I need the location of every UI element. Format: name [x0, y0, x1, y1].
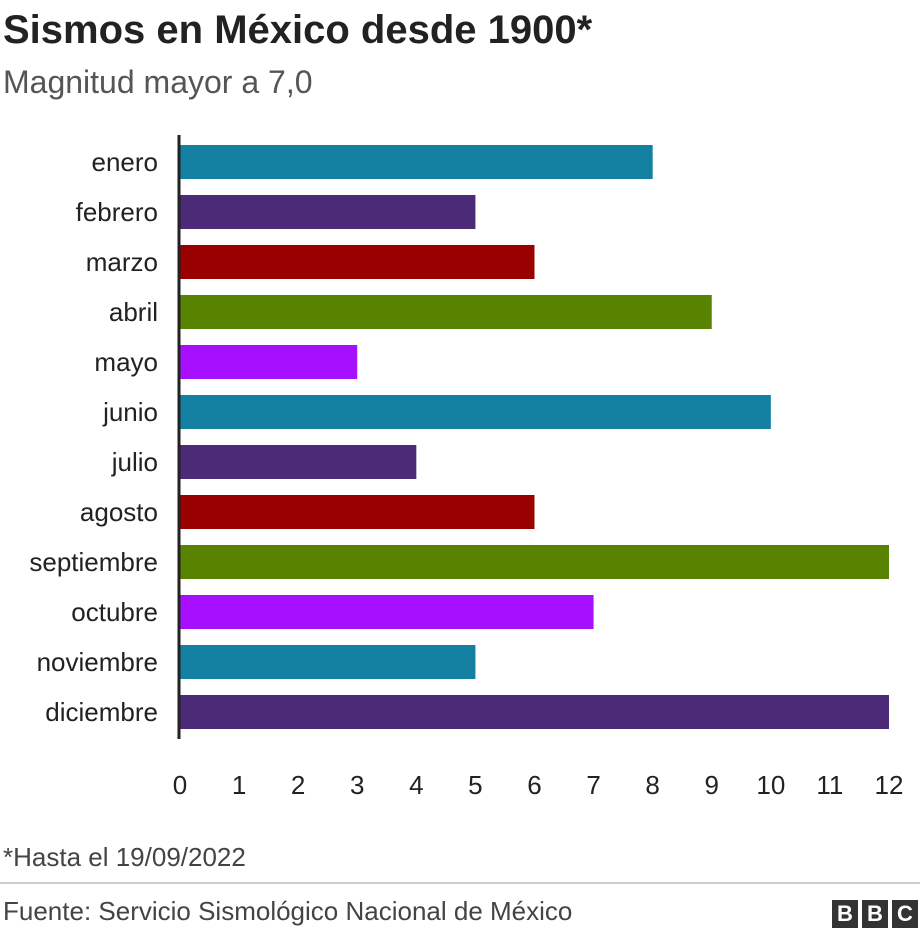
- bar-diciembre: [180, 695, 889, 729]
- category-label: octubre: [71, 597, 158, 627]
- category-label: julio: [111, 447, 158, 477]
- bbc-logo-letter: B: [862, 900, 888, 928]
- bar-octubre: [180, 595, 594, 629]
- x-tick-label: 2: [291, 770, 305, 800]
- bar-agosto: [180, 495, 535, 529]
- category-label: abril: [109, 297, 158, 327]
- category-label: enero: [92, 147, 159, 177]
- x-tick-label: 5: [468, 770, 482, 800]
- x-tick-label: 6: [527, 770, 541, 800]
- x-tick-label: 11: [816, 770, 843, 800]
- bar-mayo: [180, 345, 358, 379]
- bar-junio: [180, 395, 771, 429]
- bar-abril: [180, 295, 712, 329]
- bar-julio: [180, 445, 417, 479]
- category-label: mayo: [94, 347, 158, 377]
- bar-enero: [180, 145, 653, 179]
- bbc-logo: B B C: [832, 900, 918, 928]
- x-tick-label: 10: [756, 770, 785, 800]
- category-label: marzo: [86, 247, 158, 277]
- bar-septiembre: [180, 545, 889, 579]
- category-label: noviembre: [37, 647, 158, 677]
- source-text: Fuente: Servicio Sismológico Nacional de…: [3, 896, 573, 926]
- bar-febrero: [180, 195, 476, 229]
- bbc-logo-letter: B: [832, 900, 858, 928]
- x-tick-label: 3: [350, 770, 364, 800]
- footer-divider: [0, 882, 920, 884]
- x-tick-label: 7: [586, 770, 600, 800]
- category-label: septiembre: [29, 547, 158, 577]
- bar-marzo: [180, 245, 535, 279]
- bar-chart: enero febrero marzo abril mayo junio julio agos…: [29, 135, 904, 800]
- x-tick-label: 4: [409, 770, 423, 800]
- chart-title: Sismos en México desde 1900*: [3, 8, 593, 52]
- footnote: *Hasta el 19/09/2022: [3, 842, 246, 872]
- x-tick-label: 8: [645, 770, 659, 800]
- category-label: agosto: [80, 497, 158, 527]
- x-tick-label: 9: [705, 770, 719, 800]
- bar-noviembre: [180, 645, 476, 679]
- chart-subtitle: Magnitud mayor a 7,0: [3, 64, 313, 100]
- bbc-logo-letter: C: [892, 900, 918, 928]
- category-label: junio: [102, 397, 158, 427]
- x-tick-label: 0: [173, 770, 187, 800]
- category-label: febrero: [76, 197, 158, 227]
- category-label: diciembre: [45, 697, 158, 727]
- x-tick-label: 12: [875, 770, 904, 800]
- x-tick-label: 1: [232, 770, 246, 800]
